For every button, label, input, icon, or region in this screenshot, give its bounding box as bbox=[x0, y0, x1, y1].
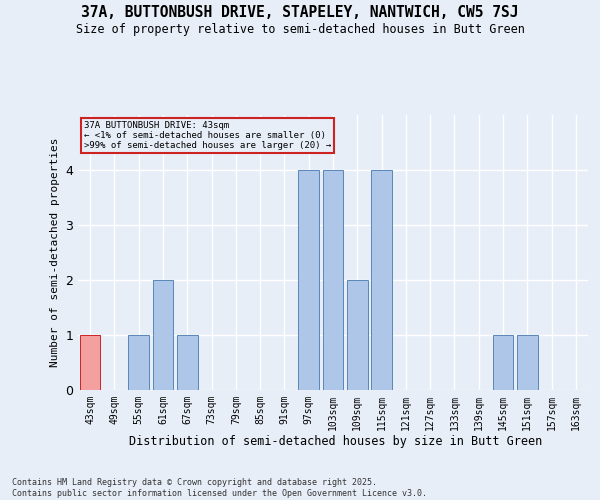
Bar bbox=[80, 335, 100, 390]
Bar bbox=[493, 335, 514, 390]
Bar bbox=[128, 335, 149, 390]
Bar bbox=[152, 280, 173, 390]
Bar bbox=[298, 170, 319, 390]
Bar bbox=[517, 335, 538, 390]
Bar bbox=[177, 335, 197, 390]
Bar bbox=[371, 170, 392, 390]
Bar bbox=[323, 170, 343, 390]
Text: Size of property relative to semi-detached houses in Butt Green: Size of property relative to semi-detach… bbox=[76, 22, 524, 36]
Bar bbox=[347, 280, 368, 390]
Y-axis label: Number of semi-detached properties: Number of semi-detached properties bbox=[50, 138, 59, 367]
Text: 37A BUTTONBUSH DRIVE: 43sqm
← <1% of semi-detached houses are smaller (0)
>99% o: 37A BUTTONBUSH DRIVE: 43sqm ← <1% of sem… bbox=[83, 120, 331, 150]
Text: 37A, BUTTONBUSH DRIVE, STAPELEY, NANTWICH, CW5 7SJ: 37A, BUTTONBUSH DRIVE, STAPELEY, NANTWIC… bbox=[81, 5, 519, 20]
Text: Distribution of semi-detached houses by size in Butt Green: Distribution of semi-detached houses by … bbox=[130, 435, 542, 448]
Text: Contains HM Land Registry data © Crown copyright and database right 2025.
Contai: Contains HM Land Registry data © Crown c… bbox=[12, 478, 427, 498]
